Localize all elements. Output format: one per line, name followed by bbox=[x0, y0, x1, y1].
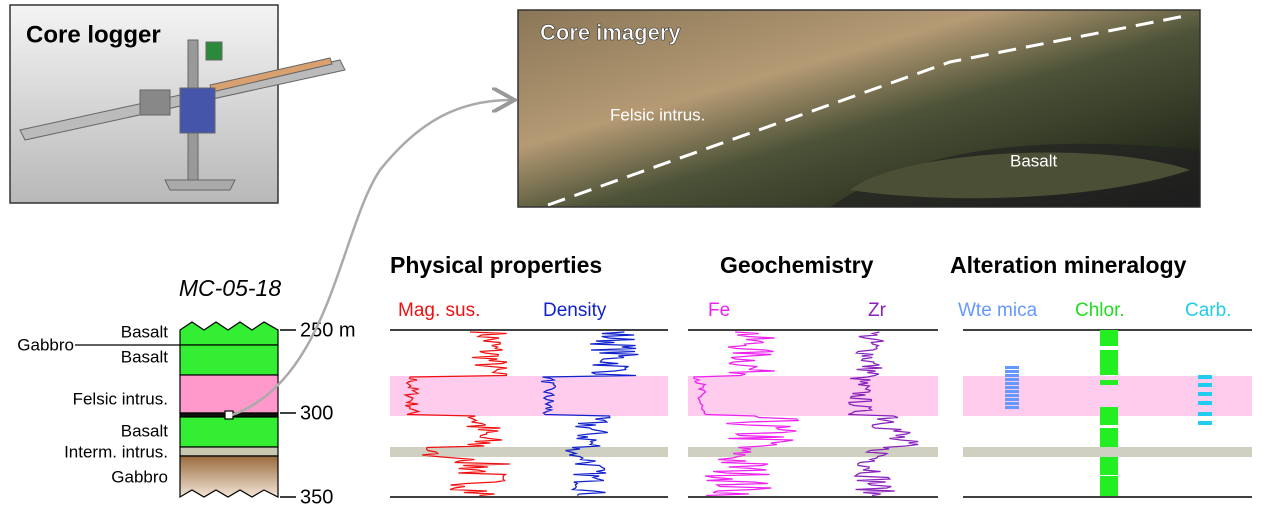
group-titles: Physical properties Geochemistry Alterat… bbox=[390, 252, 1187, 278]
chlorite-bar bbox=[1100, 330, 1118, 346]
carb-bar bbox=[1198, 401, 1212, 405]
carb-bar bbox=[1198, 421, 1212, 425]
logger-title: Core logger bbox=[26, 21, 161, 48]
carb-bar bbox=[1198, 375, 1212, 379]
log-trace bbox=[693, 331, 800, 497]
contact-line bbox=[547, 13, 1191, 207]
track-label: Density bbox=[543, 300, 607, 321]
imagery-label: Felsic intrus. bbox=[610, 105, 705, 124]
mica-bar bbox=[1005, 382, 1019, 385]
mica-bar bbox=[1005, 386, 1019, 389]
chlorite-bar bbox=[1100, 407, 1118, 425]
imagery-title: Core imagery bbox=[540, 20, 681, 45]
link-arrow bbox=[231, 100, 512, 417]
column-title: MC-05-18 bbox=[179, 275, 281, 301]
unit-label: Interm. intrus. bbox=[64, 442, 168, 461]
chlorite-bar bbox=[1100, 350, 1118, 375]
mica-bar bbox=[1005, 374, 1019, 377]
mica-bar bbox=[1005, 398, 1019, 401]
group-title: Alteration mineralogy bbox=[950, 252, 1187, 278]
depth-label: 350 bbox=[300, 486, 333, 505]
column bbox=[75, 321, 279, 499]
imagery-label: Basalt bbox=[1010, 151, 1058, 170]
group-title: Physical properties bbox=[390, 252, 602, 278]
mica-bar bbox=[1005, 406, 1019, 409]
unit-labels: Basalt Gabbro Basalt Felsic intrus. Basa… bbox=[17, 322, 168, 486]
unit-label: Gabbro bbox=[17, 335, 74, 354]
unit-label: Basalt bbox=[121, 421, 169, 440]
carb-bar bbox=[1198, 412, 1212, 416]
log-trace bbox=[847, 331, 919, 497]
track-label: Fe bbox=[708, 300, 730, 321]
depth-labels: 250 m 300 350 bbox=[280, 319, 356, 505]
unit-label: Gabbro bbox=[111, 467, 168, 486]
log-trace bbox=[403, 331, 510, 497]
track-label: Zr bbox=[868, 300, 887, 321]
intrusion-band bbox=[390, 447, 668, 457]
mica-bar bbox=[1005, 366, 1019, 369]
log-trace bbox=[541, 331, 639, 497]
track-label: Wte mica bbox=[958, 300, 1038, 321]
track-labels: Mag. sus. Density Fe Zr Wte mica Chlor. … bbox=[398, 300, 1231, 321]
depth-label: 300 bbox=[300, 402, 333, 424]
mica-bar bbox=[1005, 378, 1019, 381]
chlorite-bar bbox=[1100, 428, 1118, 447]
track-label: Chlor. bbox=[1075, 300, 1125, 321]
mica-bar bbox=[1005, 402, 1019, 405]
depth-label: 250 m bbox=[300, 319, 356, 341]
chlorite-bar bbox=[1100, 476, 1118, 496]
track-label: Carb. bbox=[1185, 300, 1231, 321]
unit-label: Basalt bbox=[121, 347, 169, 366]
felsic-band bbox=[688, 376, 938, 416]
mica-bar bbox=[1005, 394, 1019, 397]
imagery-basalt bbox=[850, 152, 1190, 199]
bands bbox=[390, 329, 1252, 498]
intrusion-band bbox=[963, 447, 1252, 457]
traces bbox=[403, 330, 1212, 497]
mica-bar bbox=[1005, 370, 1019, 373]
carb-bar bbox=[1198, 383, 1212, 387]
felsic-band bbox=[390, 376, 668, 416]
chlorite-bar bbox=[1100, 457, 1118, 475]
group-title: Geochemistry bbox=[720, 252, 874, 278]
intrusion-band bbox=[688, 447, 938, 457]
mica-bar bbox=[1005, 390, 1019, 393]
carb-bar bbox=[1198, 392, 1212, 396]
chlorite-bar bbox=[1100, 380, 1118, 385]
unit-label: Basalt bbox=[121, 322, 169, 341]
track-label: Mag. sus. bbox=[398, 300, 480, 321]
unit-label: Felsic intrus. bbox=[73, 389, 168, 408]
logger-drawing bbox=[19, 39, 346, 191]
